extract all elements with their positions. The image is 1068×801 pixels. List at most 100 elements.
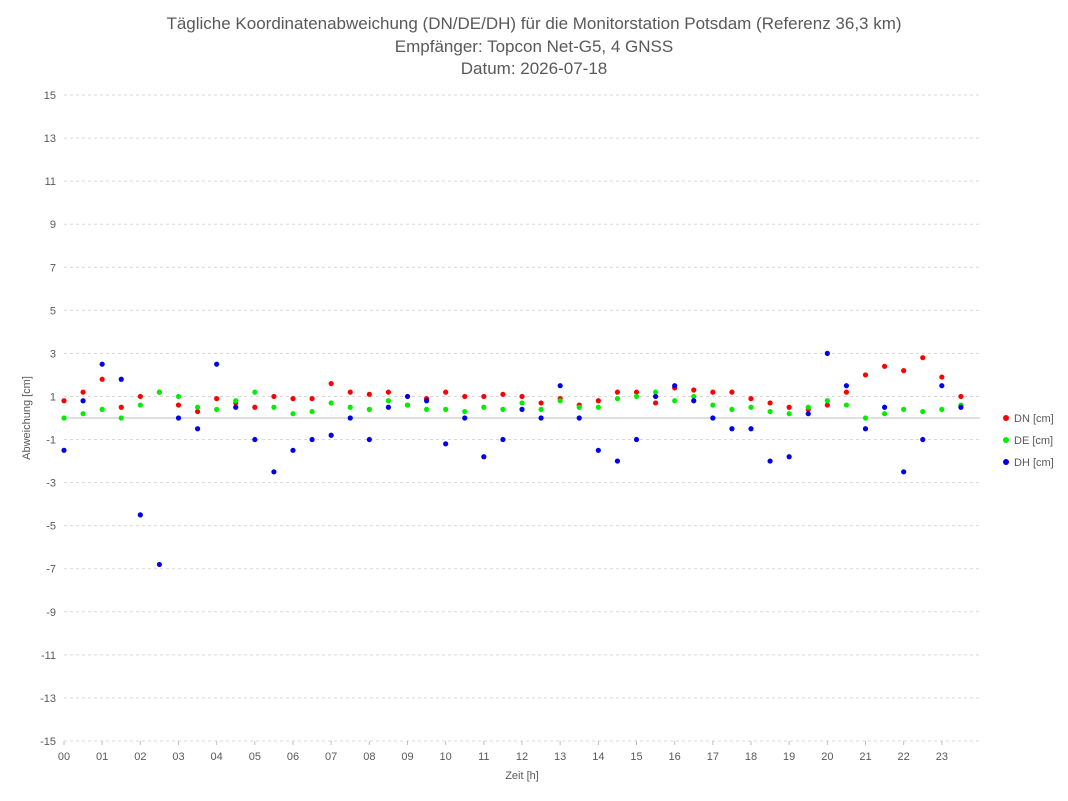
data-point [939, 374, 945, 380]
data-point [500, 391, 506, 397]
data-point [118, 376, 124, 382]
x-tick-label: 17 [707, 751, 719, 763]
data-point [366, 406, 372, 412]
data-point [366, 391, 372, 397]
x-tick-label: 14 [592, 751, 604, 763]
data-point [462, 408, 468, 415]
data-point [557, 383, 563, 389]
y-tick-label: 13 [44, 133, 56, 145]
data-point [519, 400, 525, 406]
data-point [557, 398, 563, 404]
data-point [252, 404, 258, 410]
chart-title-line-3: Datum: 2026-07-18 [461, 59, 607, 78]
data-point [633, 389, 640, 395]
data-point [309, 396, 315, 402]
data-point [824, 402, 830, 408]
data-point [233, 404, 239, 410]
x-tick-label: 21 [859, 751, 871, 763]
data-point [614, 458, 621, 464]
legend-marker [1003, 415, 1009, 421]
data-point [175, 402, 182, 408]
data-point [881, 411, 888, 417]
data-point [595, 398, 601, 404]
data-point [214, 396, 220, 402]
data-point [61, 447, 67, 453]
x-tick-label: 09 [401, 751, 413, 763]
data-point [118, 404, 124, 410]
data-point [614, 389, 621, 395]
data-point [881, 363, 888, 369]
data-point [214, 406, 220, 412]
data-point [767, 400, 773, 406]
data-point [309, 436, 315, 443]
data-point [385, 398, 392, 404]
data-point [99, 376, 105, 382]
data-point [729, 406, 735, 412]
legend: DN [cm] DE [cm] DH [cm] [1003, 413, 1054, 469]
data-point [481, 404, 487, 410]
data-point [404, 393, 411, 400]
data-point [61, 398, 67, 404]
data-point [328, 432, 334, 438]
data-point [691, 387, 697, 393]
data-point [481, 393, 487, 400]
data-point [538, 400, 544, 406]
y-tick-label: -3 [46, 478, 56, 490]
data-point [462, 393, 468, 400]
data-point [309, 408, 315, 415]
data-point [786, 404, 792, 410]
data-point [443, 406, 449, 412]
data-point [901, 406, 907, 412]
x-tick-label: 12 [516, 751, 528, 763]
data-point [233, 398, 239, 404]
x-tick-label: 15 [630, 751, 642, 763]
data-point [538, 406, 544, 412]
data-point [175, 415, 182, 421]
x-tick-label: 23 [936, 751, 948, 763]
legend-label: DH [cm] [1014, 457, 1054, 469]
data-point [710, 415, 716, 421]
data-point [595, 404, 601, 410]
data-point [748, 404, 754, 410]
data-point [519, 406, 525, 412]
data-point [595, 447, 601, 453]
data-point [290, 396, 296, 402]
x-axis-title: Zeit [h] [505, 770, 539, 782]
data-point [691, 398, 697, 404]
data-point [80, 411, 86, 417]
data-point [194, 426, 201, 432]
y-tick-label: 11 [45, 176, 56, 188]
data-point [767, 458, 773, 464]
data-point [61, 415, 67, 421]
data-point [156, 561, 163, 568]
data-point [194, 404, 201, 410]
x-tick-label: 10 [440, 751, 452, 763]
data-point [824, 398, 830, 404]
data-point [347, 389, 353, 395]
data-point [576, 415, 582, 421]
data-point [328, 380, 334, 387]
data-point [137, 512, 143, 518]
y-tick-label: -1 [46, 435, 56, 447]
data-point [500, 436, 506, 443]
y-tick-label: 1 [50, 391, 56, 403]
data-point [328, 400, 334, 406]
data-point [538, 415, 544, 421]
data-point [652, 400, 659, 406]
data-point [118, 415, 124, 421]
data-point [347, 415, 353, 421]
series-1 [61, 355, 964, 415]
data-point [80, 398, 86, 404]
data-point [423, 398, 430, 404]
data-point [862, 372, 869, 378]
x-tick-label: 08 [363, 751, 375, 763]
data-point [214, 361, 220, 367]
x-tick-label: 07 [325, 751, 337, 763]
series-3 [61, 350, 964, 568]
data-point [443, 441, 449, 447]
data-point [881, 404, 888, 410]
y-tick-label: -15 [40, 736, 56, 748]
data-point [710, 402, 716, 408]
y-tick-label: -9 [46, 607, 56, 619]
